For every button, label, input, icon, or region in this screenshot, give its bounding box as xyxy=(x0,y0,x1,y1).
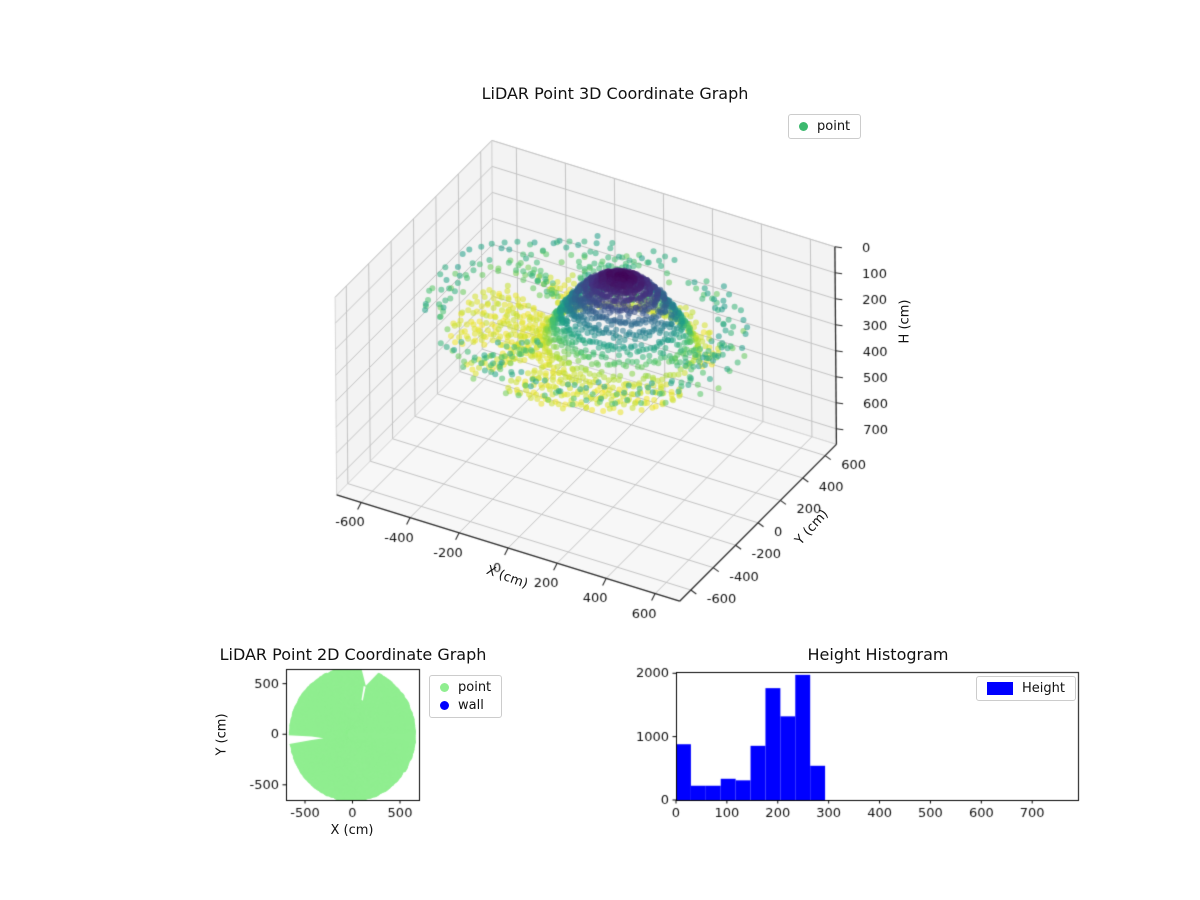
legend-row-point: point xyxy=(440,680,491,695)
point-legend-marker-icon xyxy=(440,683,449,692)
height-histogram-title: Height Histogram xyxy=(807,645,949,664)
wall-legend-marker-icon xyxy=(440,701,449,710)
legend-row-height: Height xyxy=(987,681,1065,696)
lidar-3d-legend: point xyxy=(788,114,862,139)
height-histogram-legend: Height xyxy=(976,676,1076,701)
lidar-2d-title: LiDAR Point 2D Coordinate Graph xyxy=(219,645,487,664)
legend-label-height: Height xyxy=(1022,681,1065,696)
point-legend-marker-icon xyxy=(799,122,808,131)
legend-label-point: point xyxy=(458,680,492,695)
lidar-2d-xlabel: X (cm) xyxy=(330,823,374,838)
height-legend-marker-icon xyxy=(987,682,1013,695)
legend-row-point: point xyxy=(799,119,850,134)
lidar-2d-ylabel: Y (cm) xyxy=(214,713,230,756)
lidar-3d-hlabel: H (cm) xyxy=(897,299,913,344)
legend-label-wall: wall xyxy=(458,698,484,713)
lidar-2d-legend: point wall xyxy=(429,675,503,718)
lidar-3d-title: LiDAR Point 3D Coordinate Graph xyxy=(481,84,749,103)
legend-label-point: point xyxy=(817,119,851,134)
legend-row-wall: wall xyxy=(440,698,484,713)
